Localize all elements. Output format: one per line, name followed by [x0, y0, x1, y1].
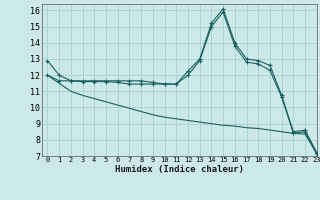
- X-axis label: Humidex (Indice chaleur): Humidex (Indice chaleur): [115, 165, 244, 174]
